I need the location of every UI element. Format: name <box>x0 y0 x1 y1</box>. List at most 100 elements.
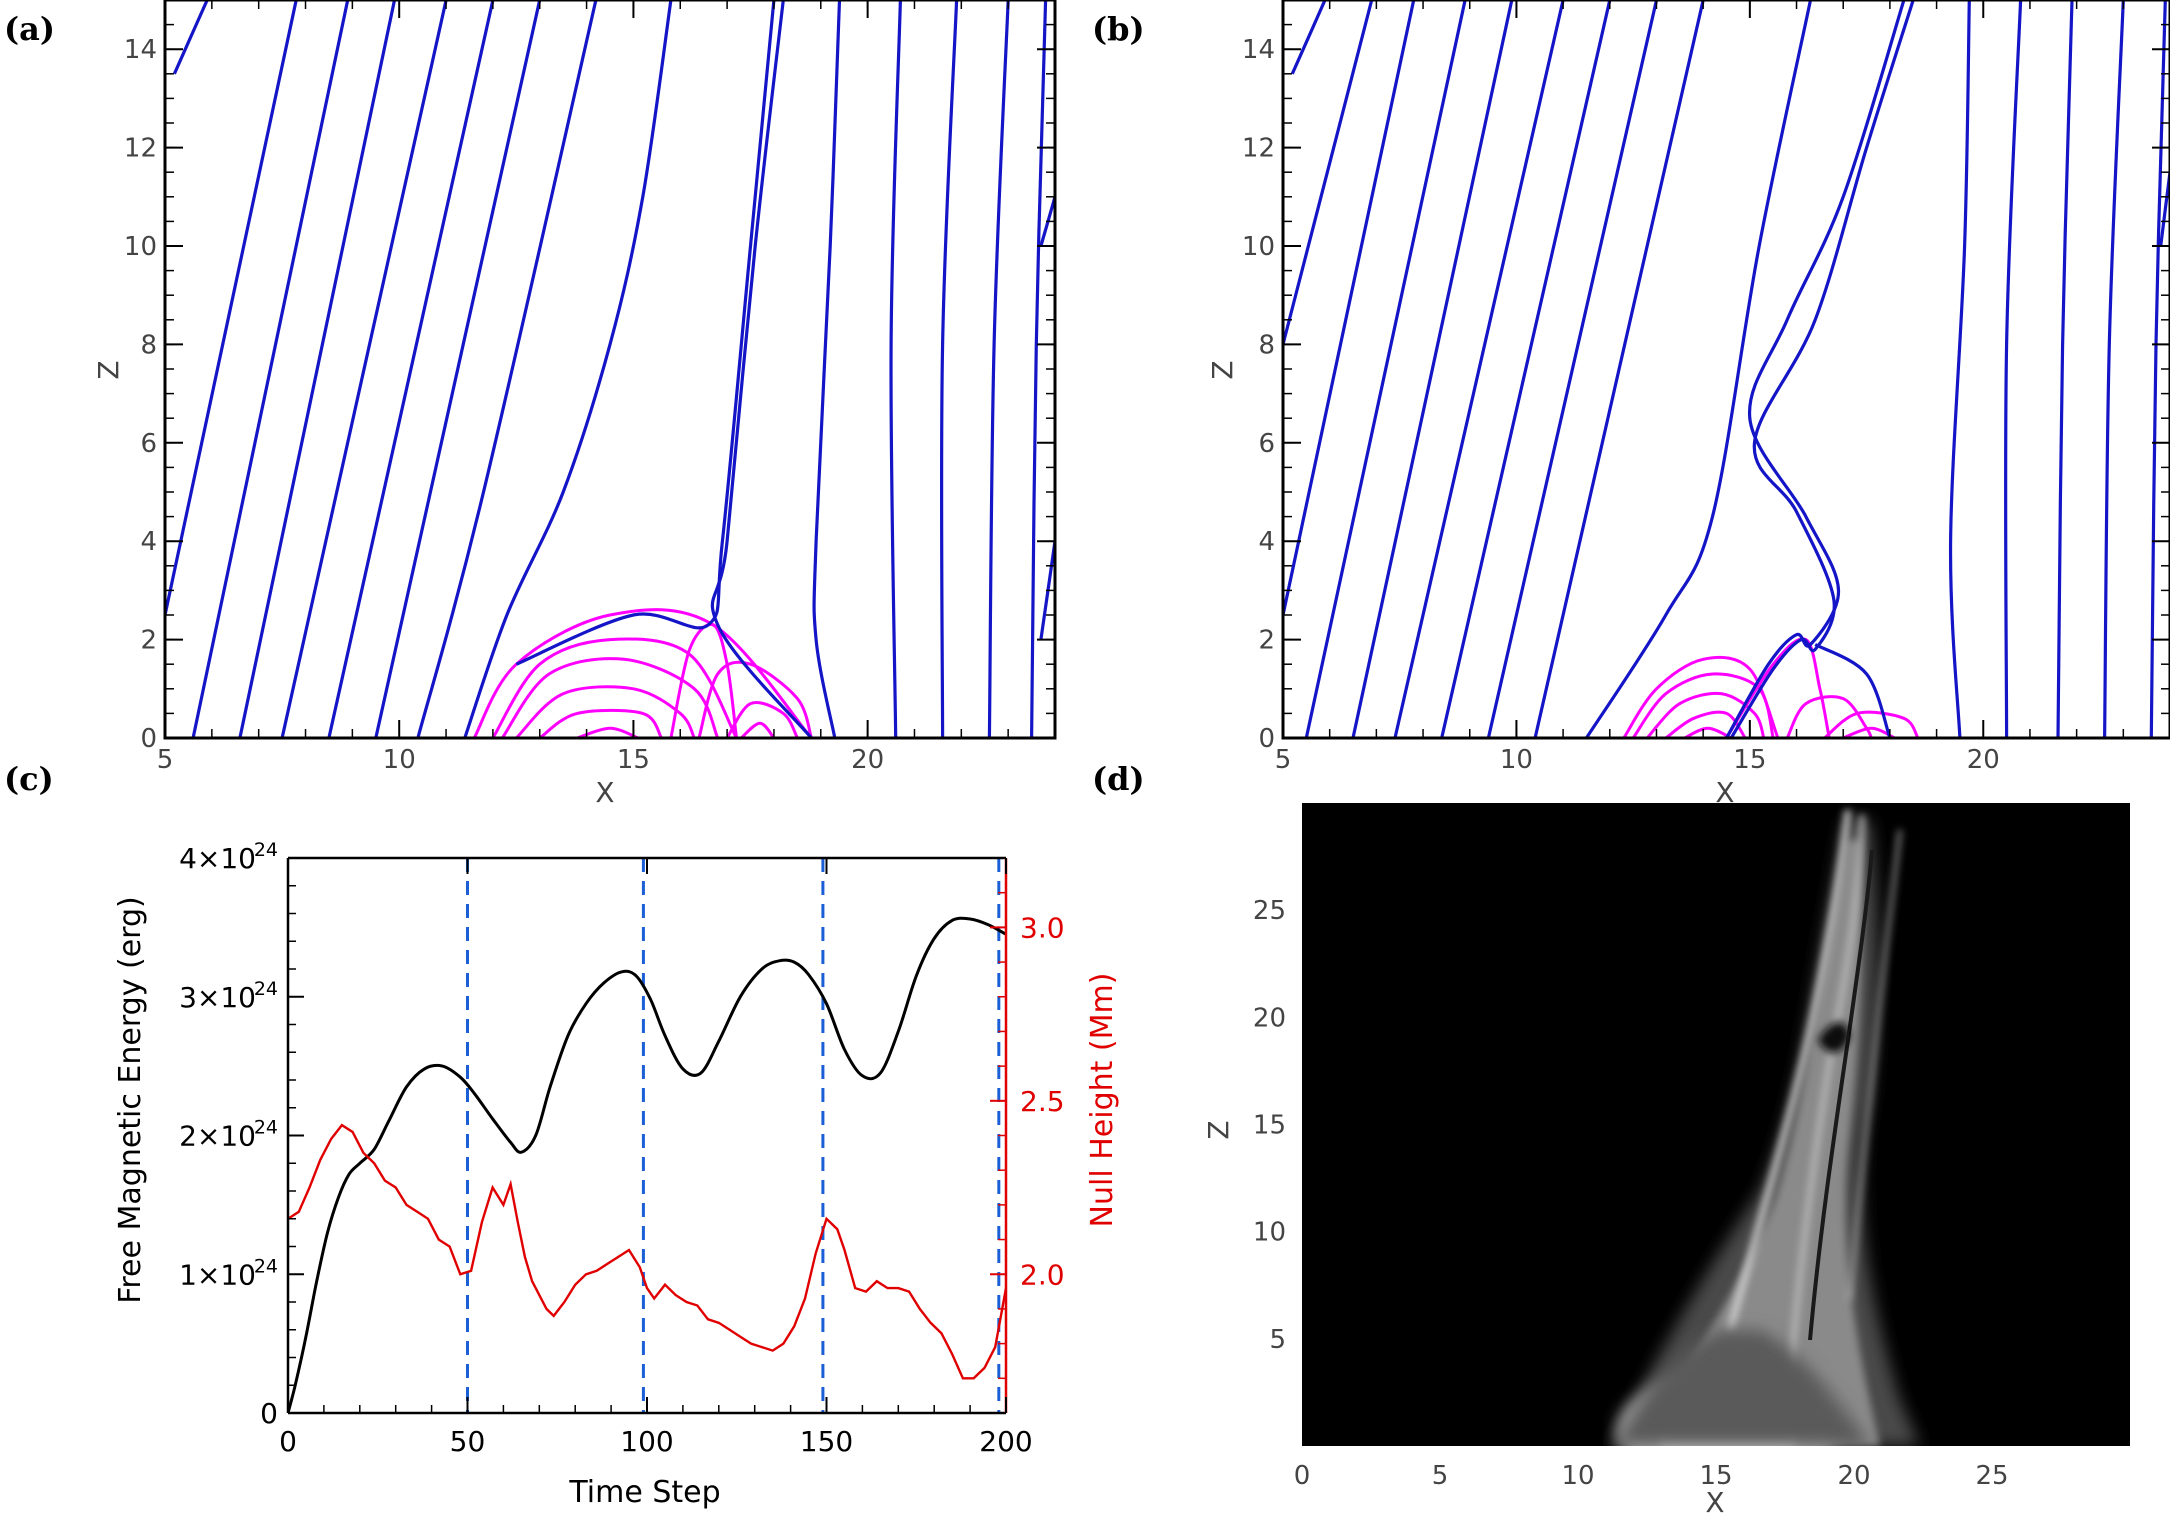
panel-b-field-line <box>1486 0 1659 738</box>
panel-c: 0 50 100 150 20001×10242×10243×10244×10242.0… <box>113 839 1120 1510</box>
panel-c-ytick-exponent: 24 <box>254 1255 278 1277</box>
panel-label-d: (d) <box>1092 760 1145 798</box>
panel-c-xlabel: Time Step <box>568 1475 720 1510</box>
panel-c-ytick-exponent: 24 <box>254 1117 278 1139</box>
panel-c-ytick-label: 4×10 <box>179 842 256 875</box>
panel-b-frame <box>1281 0 2170 740</box>
panel-b-field-line <box>2056 0 2074 738</box>
panel-b-field-line <box>1393 0 1565 738</box>
panel-d-xtick-label: 5 <box>1432 1461 1449 1491</box>
panel-a-field-line <box>987 0 1010 738</box>
panel-c-xtick-label: 150 <box>800 1425 853 1458</box>
panel-d-axes: 0 5 10 15 20 25 5 10 15 20 25 <box>1253 896 2009 1491</box>
panel-a-lines <box>165 0 1055 738</box>
panel-d-ylabel: Z <box>1202 1120 1235 1139</box>
panel-a-field-line <box>710 0 813 738</box>
panel-d-ytick-label: 20 <box>1253 1003 1286 1033</box>
panel-d-heatmap <box>1612 809 1920 1446</box>
panel-c-xtick-label: 0 <box>279 1425 297 1458</box>
panel-b-field-line <box>1304 0 1467 738</box>
panel-c-ylabel: Free Magnetic Energy (erg) <box>113 896 148 1303</box>
panel-a-closed-loop <box>515 685 696 738</box>
panel-b-field-line <box>1283 0 1374 345</box>
panel-d-filament-2 <box>1787 814 1865 1381</box>
panel-c-energy-line <box>288 916 1006 1413</box>
panel-b-field-line <box>1351 0 1514 738</box>
panel-a-field-line <box>191 0 350 738</box>
panel-d-ytick-label: 10 <box>1253 1218 1286 1248</box>
panel-c-ytick-label: 1×10 <box>179 1258 256 1291</box>
panel-a-field-line <box>172 0 209 75</box>
panel-a-frame <box>163 0 1057 740</box>
panel-b-closed-loop <box>1631 672 1775 738</box>
panel-b-ytick-label: 0 <box>1258 724 1275 754</box>
panel-c-axes: 0 50 100 150 20001×10242×10243×10244×10242.0… <box>179 839 1064 1458</box>
panel-a-ytick-label: 6 <box>140 429 157 459</box>
panel-a-closed-loop <box>501 657 720 738</box>
panel-c-y2label: Null Height (Mm) <box>1085 973 1120 1228</box>
panel-a-field-line <box>280 0 448 738</box>
panel-b-field-line <box>1290 0 1327 75</box>
panel-a-closed-loop <box>740 721 776 738</box>
panel-b-ytick-label: 4 <box>1258 527 1275 557</box>
panel-a-closed-loop <box>697 660 813 738</box>
panel-a-field-line <box>238 0 397 738</box>
panel-a-xtick-label: 15 <box>617 745 650 775</box>
panel-c-ytick-label: 3×10 <box>179 981 256 1014</box>
panel-d-dark-knot <box>1818 1022 1850 1053</box>
panel-a-field-line <box>165 0 298 616</box>
panel-b-field-line <box>2003 0 2023 738</box>
panel-a-xtick-label: 5 <box>157 745 174 775</box>
panel-c-ytick-exponent: 24 <box>254 978 278 1000</box>
panel-b-xtick-label: 15 <box>1733 745 1766 775</box>
panel-a-ytick-label: 4 <box>140 527 157 557</box>
panel-a-field-line <box>374 0 542 738</box>
panel-b-ytick-label: 2 <box>1258 626 1275 656</box>
panel-b-field-line <box>1814 643 1892 738</box>
panel-b-field-line <box>2103 0 2125 738</box>
panel-a-ytick-label: 10 <box>124 232 157 262</box>
panel-a-closed-loop <box>725 701 799 738</box>
panel-b-xlabel: X <box>1715 776 1734 809</box>
panel-b-ylabel: Z <box>1206 360 1239 379</box>
panel-d-xtick-label: 25 <box>1975 1461 2008 1491</box>
panel-d-fan <box>1615 1330 1870 1446</box>
panel-b-field-line <box>1283 0 1416 616</box>
panel-b-axes: 5 10 15 20 0 2 4 6 8 10 12 14 <box>1242 0 2170 775</box>
panel-a-field-line <box>812 0 842 738</box>
panel-c-xtick-label: 100 <box>620 1425 673 1458</box>
panel-b-closed-loop <box>1683 726 1732 738</box>
panel-d-xtick-label: 10 <box>1561 1461 1594 1491</box>
panel-b-closed-loop <box>1645 691 1766 738</box>
panel-a-xtick-label: 20 <box>851 745 884 775</box>
panel-b-closed-loop <box>1785 695 1873 738</box>
panel-a-axes: 5 10 15 20 0 2 4 6 8 10 12 14 <box>124 0 1056 775</box>
panel-d-plume-core <box>1640 840 1880 1446</box>
panel-label-b: (b) <box>1092 10 1145 48</box>
panel-d-filament-3 <box>1808 849 1874 1341</box>
panel-d-xtick-label: 20 <box>1837 1461 1870 1491</box>
panel-b-ytick-label: 12 <box>1242 134 1275 164</box>
panel-a-field-line <box>463 0 673 738</box>
panel-a-ylabel: Z <box>92 360 125 379</box>
panel-label-c: (c) <box>4 760 54 798</box>
panel-c-y2tick-label: 2.0 <box>1020 1258 1065 1291</box>
panel-b-xtick-label: 10 <box>1500 745 1533 775</box>
panel-b-field-line <box>1725 0 1906 738</box>
panel-c-xtick-label: 50 <box>450 1425 486 1458</box>
panel-c-null-height-line <box>288 1123 1006 1380</box>
panel-a-field-line <box>889 0 902 738</box>
panel-a-closed-loop <box>576 726 639 738</box>
panel-d-xlabel: X <box>1705 1486 1724 1518</box>
panel-b: 5 10 15 20 0 2 4 6 8 10 12 14 X Z <box>1206 0 2170 809</box>
panel-a-field-line <box>327 0 495 738</box>
panel-a-xlabel: X <box>595 776 614 809</box>
panel-a-closed-loop <box>669 622 738 738</box>
panel-a: 5 10 15 20 0 2 4 6 8 10 12 14 X Z <box>92 0 1057 809</box>
panel-b-xtick-label: 5 <box>1275 745 1292 775</box>
panel-a-closed-loop <box>538 708 663 738</box>
panel-b-field-line <box>1533 0 1705 738</box>
panel-d-filament-1 <box>1727 809 1851 1331</box>
panel-d-ytick-label: 25 <box>1253 896 1286 926</box>
